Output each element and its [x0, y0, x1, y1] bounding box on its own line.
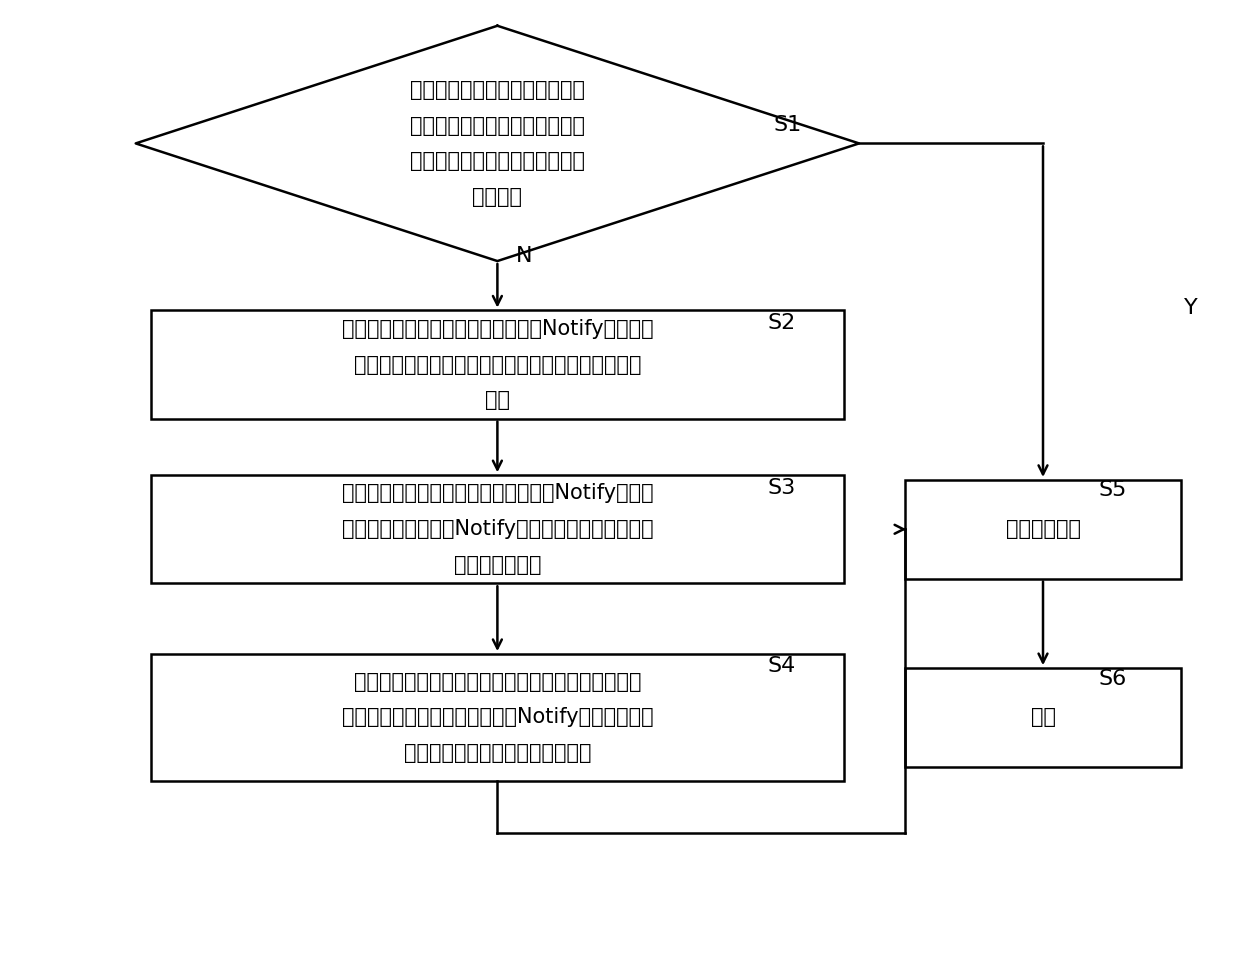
Text: 层通道的源节点，并且等待光层通道返回通道建立的: 层通道的源节点，并且等待光层通道返回通道建立的	[353, 354, 641, 374]
Text: 的源节点通过返回通道建立结果Notify消息将通道建: 的源节点通过返回通道建立结果Notify消息将通道建	[341, 708, 653, 728]
Text: S2: S2	[768, 313, 795, 332]
Text: 电层通道的源节点发送请求建立通道Notify消息到光: 电层通道的源节点发送请求建立通道Notify消息到光	[341, 319, 653, 339]
Text: 光层通道建立完成后，无论成功或者失败，光层通道: 光层通道建立完成后，无论成功或者失败，光层通道	[353, 671, 641, 691]
Text: 结束: 结束	[1030, 708, 1055, 728]
Text: S3: S3	[768, 478, 795, 498]
Text: Y: Y	[1184, 298, 1198, 318]
Text: 层通道的源节点根据现有的资源: 层通道的源节点根据现有的资源	[410, 116, 585, 136]
Bar	[905, 668, 1180, 767]
Bar	[151, 310, 843, 418]
Text: 息建立光层通道: 息建立光层通道	[454, 555, 541, 575]
Text: S6: S6	[1099, 668, 1126, 689]
Text: 结果: 结果	[485, 391, 510, 411]
Text: 立的结果发送到电层通道的源节点: 立的结果发送到电层通道的源节点	[404, 743, 591, 763]
Text: N: N	[516, 246, 532, 266]
Text: 光层通道的源节点接收到请求建立通道Notify消息后: 光层通道的源节点接收到请求建立通道Notify消息后	[341, 483, 653, 503]
Text: 业务需求: 业务需求	[472, 187, 522, 207]
Text: S5: S5	[1099, 480, 1127, 500]
Bar	[151, 654, 843, 781]
Text: S1: S1	[774, 115, 801, 135]
Text: 情况判断光层通道是否满足电层: 情况判断光层通道是否满足电层	[410, 151, 585, 171]
Bar	[151, 476, 843, 584]
Bar	[905, 479, 1180, 579]
Text: ，利用请求建立通道Notify消息中携带的通道建立信: ，利用请求建立通道Notify消息中携带的通道建立信	[341, 520, 653, 540]
Text: 接收到建立电层通道请求时，电: 接收到建立电层通道请求时，电	[410, 80, 585, 99]
Text: S4: S4	[768, 656, 795, 676]
Text: 创建电层通道: 创建电层通道	[1006, 520, 1080, 540]
